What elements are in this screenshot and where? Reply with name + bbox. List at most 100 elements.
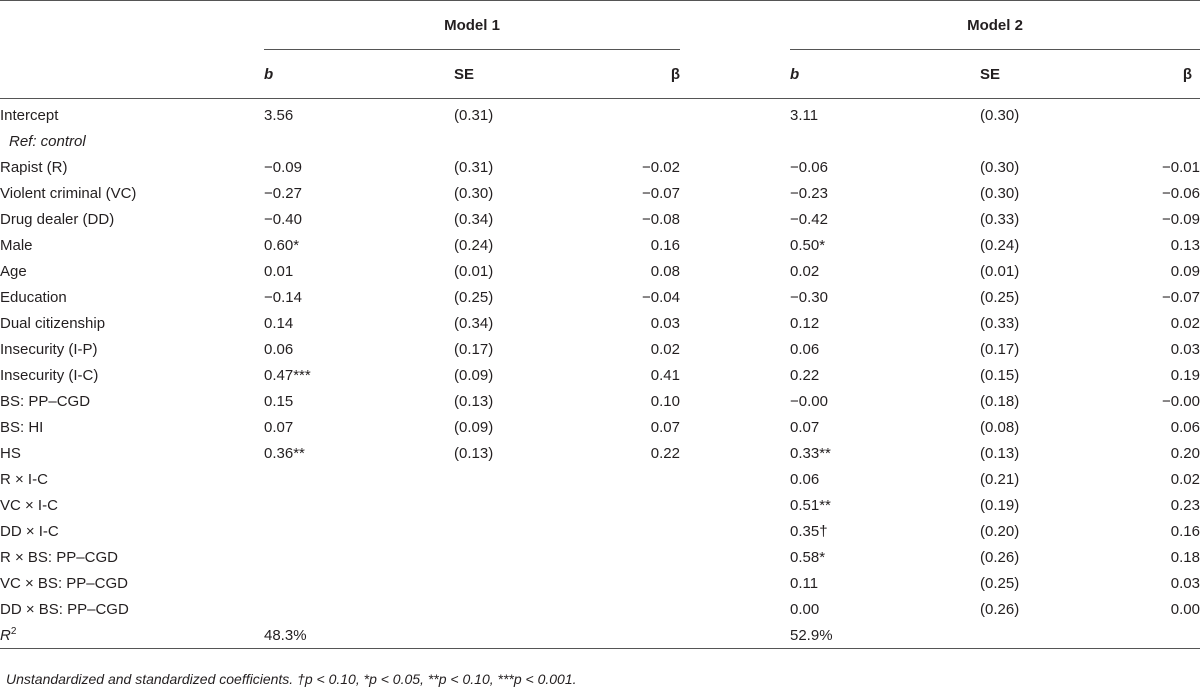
cell-beta2: −0.06	[1162, 184, 1200, 202]
cell-b1: −0.40	[264, 210, 302, 228]
cell-beta1: −0.07	[642, 184, 680, 202]
row-label: Insecurity (I-C)	[0, 366, 99, 384]
cell-b2: −0.00	[790, 392, 828, 410]
row-label: Ref: control	[9, 132, 86, 150]
row-label: Dual citizenship	[0, 314, 106, 332]
cell-se1: (0.09)	[454, 418, 494, 436]
table-row: DD × I-C 0.35† (0.20) 0.16	[0, 518, 1200, 544]
cell-beta1	[614, 570, 680, 596]
table-row: Ref: control	[0, 128, 1200, 154]
cell-se1: (0.31)	[454, 158, 494, 176]
table-row: HS 0.36** (0.13) 0.22 0.33** (0.13) 0.20	[0, 440, 1200, 466]
row-label: HS	[0, 444, 21, 462]
row-label: Age	[0, 262, 27, 280]
cell-se1: (0.09)	[454, 366, 494, 384]
row-label: VC × BS: PP–CGD	[0, 574, 128, 592]
cell-beta2: −0.01	[1162, 158, 1200, 176]
cell-se1: (0.31)	[454, 106, 494, 124]
cell-se2: (0.13)	[980, 444, 1020, 462]
cell-se2: (0.33)	[980, 314, 1020, 332]
table-row: R × I-C 0.06 (0.21) 0.02	[0, 466, 1200, 492]
cell-b2: 0.50*	[790, 236, 826, 254]
cell-beta1	[614, 544, 680, 570]
cell-b1: 0.60*	[264, 236, 300, 254]
table-row: VC × I-C 0.51** (0.19) 0.23	[0, 492, 1200, 518]
cell-se2: (0.21)	[980, 470, 1020, 488]
cell-b1: −0.27	[264, 184, 302, 202]
cell-se2: (0.26)	[980, 600, 1020, 618]
cell-beta1	[614, 128, 680, 154]
cell-se2: (0.30)	[980, 158, 1020, 176]
cell-b1: 0.01	[264, 262, 294, 280]
cell-se1: (0.13)	[454, 444, 494, 462]
cell-b2: 0.22	[790, 366, 820, 384]
model2-b-header: b	[790, 65, 800, 83]
table-row: DD × BS: PP–CGD 0.00 (0.26) 0.00	[0, 596, 1200, 622]
cell-b2: −0.23	[790, 184, 828, 202]
model2-beta-header: β	[1182, 65, 1192, 83]
cell-b2: 0.12	[790, 314, 820, 332]
cell-beta1	[614, 518, 680, 544]
cell-b1: −0.09	[264, 158, 302, 176]
cell-b1: 3.56	[264, 106, 294, 124]
model1-underline	[264, 49, 680, 50]
table-body: Intercept 3.56 (0.31) 3.11 (0.30) Ref: contro…	[0, 99, 1200, 622]
table-row: VC × BS: PP–CGD 0.11 (0.25) 0.03	[0, 570, 1200, 596]
cell-se2: (0.19)	[980, 496, 1020, 514]
cell-beta1: 0.03	[650, 314, 680, 332]
cell-beta2: 0.16	[1170, 522, 1200, 540]
cell-b2: 0.11	[790, 574, 819, 592]
cell-b1	[264, 570, 454, 596]
cell-b2: −0.06	[790, 158, 828, 176]
model2-header: Model 2	[967, 16, 1023, 34]
row-label: Drug dealer (DD)	[0, 210, 115, 228]
cell-b1: −0.14	[264, 288, 302, 306]
cell-b2: 3.11	[790, 106, 819, 124]
cell-b2: −0.30	[790, 288, 828, 306]
cell-beta2: 0.23	[1170, 496, 1200, 514]
cell-beta1: 0.07	[650, 418, 680, 436]
cell-se1: (0.34)	[454, 210, 494, 228]
cell-se2: (0.08)	[980, 418, 1020, 436]
cell-b2: 0.58*	[790, 548, 826, 566]
cell-se1: (0.30)	[454, 184, 494, 202]
table-row: Violent criminal (VC) −0.27 (0.30) −0.07 −0.…	[0, 180, 1200, 206]
cell-beta1: 0.10	[650, 392, 680, 410]
cell-beta1	[614, 99, 680, 128]
cell-b2: −0.42	[790, 210, 828, 228]
cell-se2: (0.25)	[980, 288, 1020, 306]
row-label: DD × I-C	[0, 522, 59, 540]
cell-beta2: 0.06	[1170, 418, 1200, 436]
row-label: R × I-C	[0, 470, 48, 488]
cell-se2: (0.15)	[980, 366, 1020, 384]
cell-b2: 0.07	[790, 418, 820, 436]
cell-se2: (0.25)	[980, 574, 1020, 592]
cell-beta1	[614, 492, 680, 518]
cell-beta2: 0.02	[1170, 470, 1200, 488]
cell-se1	[454, 518, 614, 544]
row-label: Rapist (R)	[0, 158, 68, 176]
cell-se1: (0.34)	[454, 314, 494, 332]
cell-se2: (0.17)	[980, 340, 1020, 358]
cell-beta2: −0.00	[1162, 392, 1200, 410]
model1-se-header: SE	[454, 65, 475, 83]
model1-b-header: b	[264, 65, 274, 83]
cell-beta2: 0.19	[1170, 366, 1200, 384]
r2-label: R2	[0, 625, 17, 644]
cell-se1	[454, 596, 614, 622]
r2-model1: 48.3%	[264, 626, 307, 644]
cell-se2: (0.30)	[980, 184, 1020, 202]
regression-table: Model 1 Model 2 b SE β b SE β Intercept 3…	[0, 0, 1200, 649]
cell-se2: (0.33)	[980, 210, 1020, 228]
cell-beta2: −0.09	[1162, 210, 1200, 228]
cell-b1	[264, 596, 454, 622]
cell-beta1: −0.04	[642, 288, 680, 306]
row-label: R × BS: PP–CGD	[0, 548, 118, 566]
cell-b1: 0.14	[264, 314, 294, 332]
cell-beta2: 0.00	[1170, 600, 1200, 618]
cell-beta1: 0.41	[650, 366, 680, 384]
model2-se-header: SE	[980, 65, 1001, 83]
cell-se1	[454, 128, 614, 154]
cell-b2: 0.00	[790, 600, 820, 618]
cell-b2: 0.06	[790, 340, 820, 358]
